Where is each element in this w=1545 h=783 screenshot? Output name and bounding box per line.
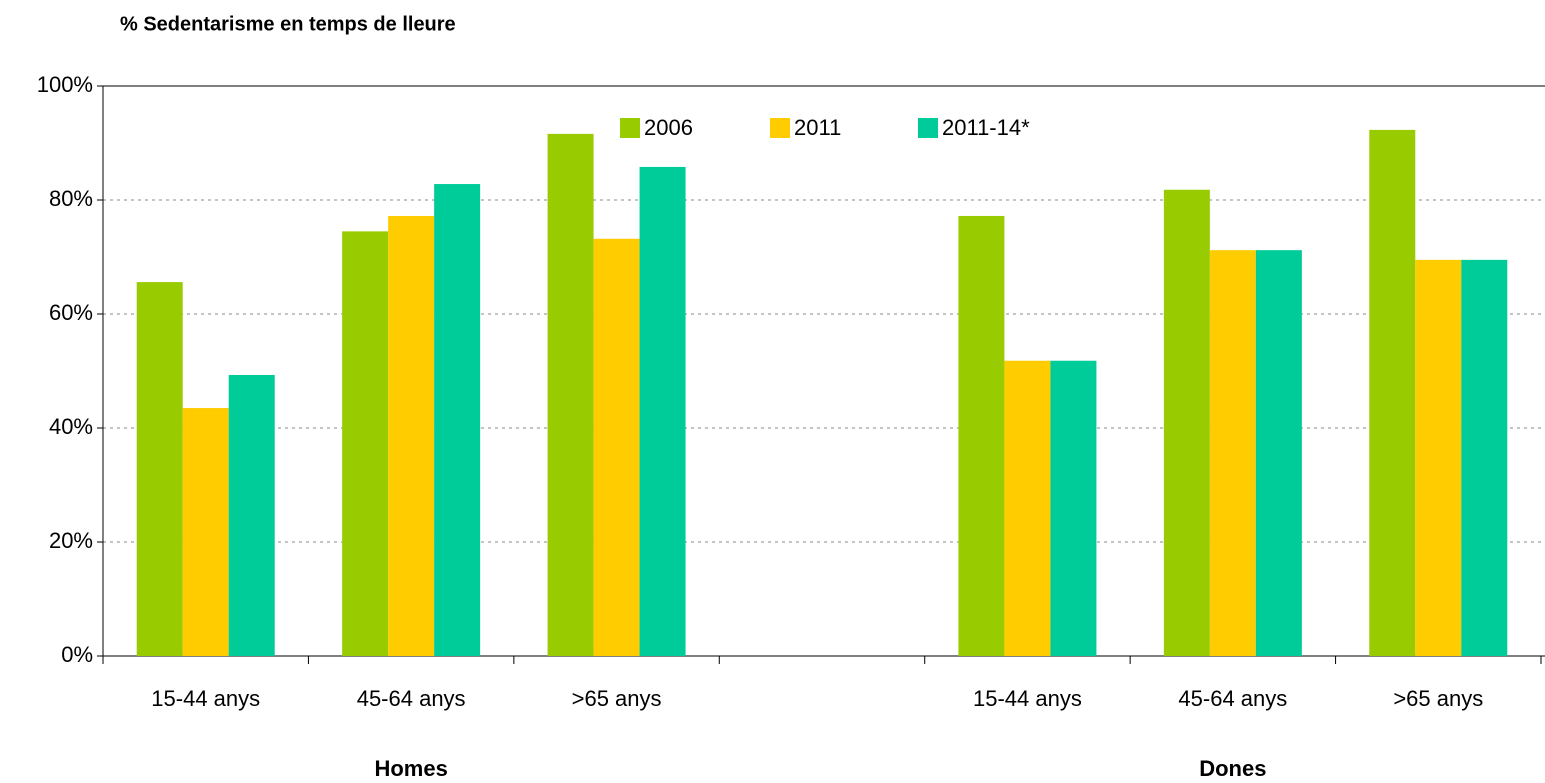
- legend-swatch: [918, 118, 938, 138]
- bar: [1415, 259, 1462, 656]
- x-tick-label: 45-64 anys: [357, 686, 466, 711]
- bar: [958, 215, 1005, 656]
- bar: [1461, 259, 1508, 656]
- y-tick-label: 0%: [61, 642, 93, 667]
- x-tick-label: 15-44 anys: [973, 686, 1082, 711]
- bar: [593, 238, 640, 656]
- bar: [1004, 360, 1051, 656]
- bar: [434, 184, 481, 657]
- bar: [1255, 250, 1302, 656]
- bar: [342, 231, 389, 656]
- legend-label: 2006: [644, 115, 693, 140]
- legend-label: 2011-14*: [942, 115, 1030, 140]
- bar: [182, 408, 229, 656]
- y-tick-label: 100%: [37, 72, 93, 97]
- bar: [1163, 189, 1210, 657]
- legend-swatch: [770, 118, 790, 138]
- x-tick-label: 45-64 anys: [1178, 686, 1287, 711]
- bar: [136, 282, 183, 656]
- group-label: Dones: [1199, 756, 1266, 781]
- x-tick-label: >65 anys: [1393, 686, 1483, 711]
- bar: [388, 215, 435, 656]
- x-tick-label: >65 anys: [572, 686, 662, 711]
- legend-swatch: [620, 118, 640, 138]
- x-tick-label: 15-44 anys: [151, 686, 260, 711]
- y-tick-label: 60%: [49, 300, 93, 325]
- bar: [1209, 250, 1256, 656]
- bar: [547, 133, 594, 656]
- group-label: Homes: [374, 756, 447, 781]
- legend-label: 2011: [794, 115, 841, 140]
- bar: [639, 166, 686, 656]
- y-tick-label: 80%: [49, 186, 93, 211]
- bar: [1369, 129, 1416, 656]
- chart-title: % Sedentarisme en temps de lleure: [120, 13, 456, 35]
- y-tick-label: 20%: [49, 528, 93, 553]
- y-tick-label: 40%: [49, 414, 93, 439]
- bar: [228, 374, 275, 656]
- bar: [1050, 360, 1097, 656]
